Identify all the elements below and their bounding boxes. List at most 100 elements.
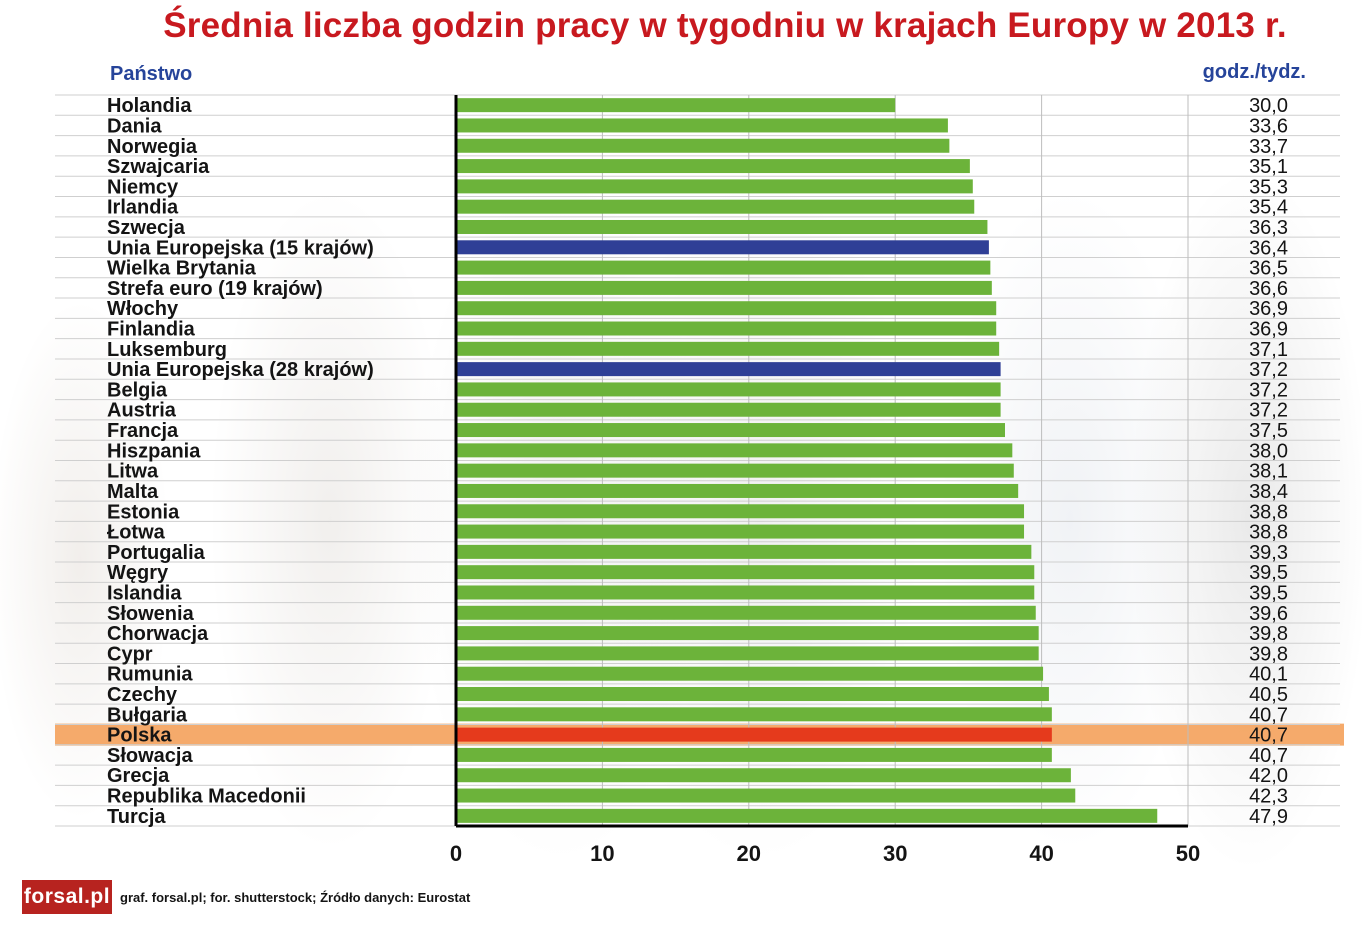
bar [456, 544, 1032, 559]
country-label: Portugalia [107, 542, 206, 564]
value-label: 36,3 [1249, 217, 1288, 239]
value-label: 36,4 [1249, 237, 1288, 259]
bar [456, 443, 1013, 458]
forsal-logo: forsal.pl [22, 880, 112, 914]
bar [456, 747, 1052, 762]
country-label: Luksemburg [107, 339, 227, 361]
value-label: 39,8 [1249, 643, 1288, 665]
value-label: 35,4 [1249, 197, 1288, 219]
country-label: Islandia [107, 582, 182, 604]
value-label: 35,3 [1249, 176, 1288, 198]
value-label: 40,1 [1249, 664, 1288, 686]
x-tick-label: 0 [450, 841, 462, 866]
bar [456, 463, 1014, 478]
value-label: 30,0 [1249, 95, 1288, 117]
value-label: 36,6 [1249, 278, 1288, 300]
bar [456, 768, 1071, 783]
country-column-header: Państwo [110, 63, 193, 85]
country-label: Austria [107, 400, 177, 422]
bar [456, 626, 1039, 641]
x-tick-label: 10 [590, 841, 614, 866]
bar [456, 98, 896, 113]
value-label: 40,5 [1249, 684, 1288, 706]
value-label: 38,8 [1249, 522, 1288, 544]
bar [456, 301, 997, 316]
country-label: Czechy [107, 684, 178, 706]
value-label: 38,0 [1249, 440, 1288, 462]
country-label: Grecja [107, 765, 170, 787]
value-label: 33,7 [1249, 136, 1288, 158]
country-label: Strefa euro (19 krajów) [107, 278, 323, 300]
value-label: 37,5 [1249, 420, 1288, 442]
country-label: Litwa [107, 461, 159, 483]
bar [456, 280, 992, 295]
country-label: Polska [107, 725, 172, 747]
bar [456, 423, 1005, 438]
country-label: Holandia [107, 95, 192, 117]
bar [456, 402, 1001, 417]
bar [456, 179, 973, 194]
x-tick-label: 40 [1029, 841, 1053, 866]
country-label: Hiszpania [107, 440, 201, 462]
x-tick-label: 20 [737, 841, 761, 866]
value-label: 37,2 [1249, 359, 1288, 381]
country-label: Wielka Brytania [107, 258, 257, 280]
bar [456, 341, 1000, 356]
value-label: 39,3 [1249, 542, 1288, 564]
country-label: Włochy [107, 298, 179, 320]
bar [456, 687, 1049, 702]
value-label: 37,2 [1249, 400, 1288, 422]
value-label: 40,7 [1249, 725, 1288, 747]
value-label: 42,3 [1249, 786, 1288, 808]
country-label: Republika Macedonii [107, 786, 306, 808]
unit-column-header: godz./tydz. [1202, 61, 1306, 83]
bar [456, 585, 1035, 600]
country-label: Łotwa [107, 522, 166, 544]
value-label: 37,2 [1249, 379, 1288, 401]
country-label: Dania [107, 115, 162, 137]
bar [456, 707, 1052, 722]
country-label: Unia Europejska (15 krajów) [107, 237, 374, 259]
value-label: 38,8 [1249, 501, 1288, 523]
bar [456, 504, 1025, 519]
bar [456, 260, 991, 275]
value-label: 36,9 [1249, 298, 1288, 320]
x-tick-label: 30 [883, 841, 907, 866]
bar [456, 199, 975, 214]
bar [456, 382, 1001, 397]
country-label: Irlandia [107, 197, 179, 219]
country-label: Francja [107, 420, 179, 442]
country-label: Unia Europejska (28 krajów) [107, 359, 374, 381]
bar [456, 219, 988, 234]
country-label: Estonia [107, 501, 180, 523]
country-label: Rumunia [107, 664, 193, 686]
country-label: Słowacja [107, 745, 193, 767]
value-label: 40,7 [1249, 704, 1288, 726]
country-label: Cypr [107, 643, 153, 665]
value-label: 39,5 [1249, 562, 1288, 584]
bar [456, 240, 989, 255]
value-label: 47,9 [1249, 806, 1288, 828]
country-label: Szwecja [107, 217, 186, 239]
country-label: Chorwacja [107, 623, 209, 645]
country-label: Słowenia [107, 603, 195, 625]
country-label: Bułgaria [107, 704, 188, 726]
value-label: 35,1 [1249, 156, 1288, 178]
value-label: 38,1 [1249, 461, 1288, 483]
country-label: Niemcy [107, 176, 179, 198]
bar [456, 788, 1076, 803]
country-label: Finlandia [107, 319, 196, 341]
bar [456, 362, 1001, 377]
value-label: 40,7 [1249, 745, 1288, 767]
bar [456, 808, 1158, 823]
value-label: 39,8 [1249, 623, 1288, 645]
bar [456, 321, 997, 336]
bar [456, 118, 948, 133]
bar [456, 666, 1044, 681]
value-label: 39,5 [1249, 582, 1288, 604]
bar [456, 524, 1025, 539]
value-label: 42,0 [1249, 765, 1288, 787]
value-label: 37,1 [1249, 339, 1288, 361]
value-label: 36,9 [1249, 319, 1288, 341]
bar [456, 138, 950, 153]
